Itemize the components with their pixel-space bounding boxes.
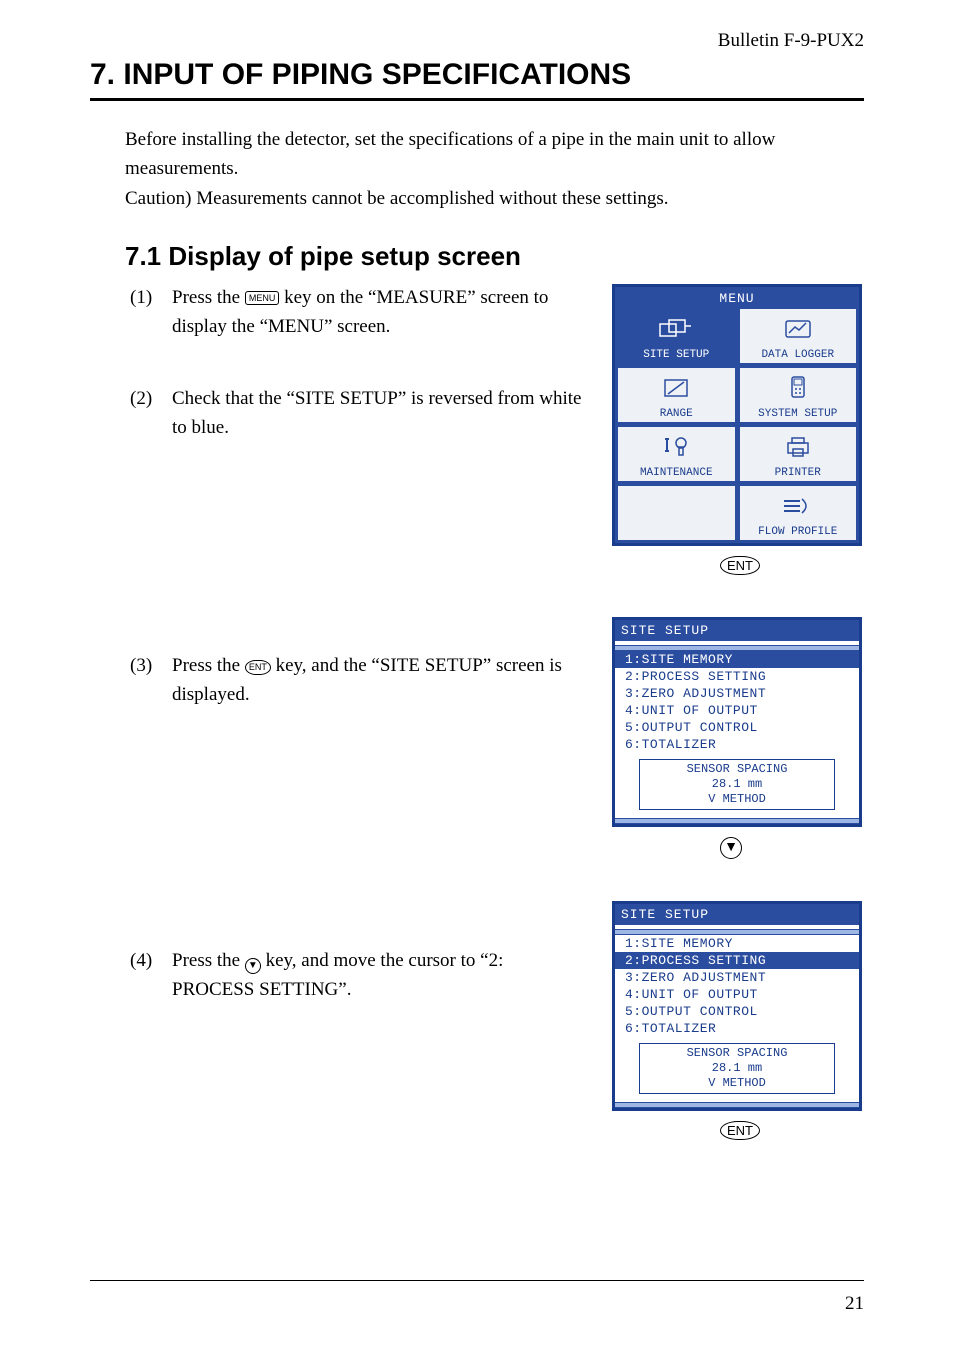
step-1: (1) Press the MENU key on the “MEASURE” … [130,284,586,341]
ent-key-icon: ENT [720,1121,760,1140]
step-body: Press the MENU key on the “MEASURE” scre… [172,284,586,341]
blue-bar [615,818,859,824]
maintenance-icon [618,427,735,467]
site-setup-screen-b: SITE SETUP 1:SITE MEMORY 2:PROCESS SETTI… [612,901,862,1111]
step-4: (4) Press the ▼ key, and move the cursor… [130,947,586,1004]
sensor-spacing-box: SENSOR SPACING 28.1 mm V METHOD [639,1043,835,1094]
flow-profile-icon [740,486,857,526]
menu-item-system-setup[interactable]: SYSTEM SETUP [739,367,858,423]
list-item[interactable]: 5:OUTPUT CONTROL [615,1003,859,1020]
step-body: Press the ENT key, and the “SITE SETUP” … [172,652,586,709]
down-key-icon: ▼ [720,837,742,859]
menu-item-label: PRINTER [775,467,821,479]
list-item[interactable]: 4:UNIT OF OUTPUT [615,986,859,1003]
menu-item-maintenance[interactable]: MAINTENANCE [617,426,736,482]
printer-icon [740,427,857,467]
site-setup-screen-a: SITE SETUP 1:SITE MEMORY 2:PROCESS SETTI… [612,617,862,827]
section-title: 7. INPUT OF PIPING SPECIFICATIONS [90,58,864,101]
menu-item-label: SYSTEM SETUP [758,408,837,420]
site-setup-icon [618,309,735,349]
menu-item-label: SITE SETUP [643,349,709,361]
list-item[interactable]: 4:UNIT OF OUTPUT [615,702,859,719]
site-setup-title: SITE SETUP [615,620,859,641]
intro-line-1: Before installing the detector, set the … [125,125,864,184]
list-item[interactable]: 2:PROCESS SETTING [615,952,859,969]
menu-item-flow-profile[interactable]: FLOW PROFILE [739,485,858,541]
menu-item-label: MAINTENANCE [640,467,713,479]
data-logger-icon [740,309,857,349]
step-4-text-a: Press the [172,950,245,971]
step-num: (2) [130,385,172,442]
list-item[interactable]: 1:SITE MEMORY [615,935,859,952]
menu-screen: MENU SITE SETUP DATA LOGGER [612,284,862,546]
range-icon [618,368,735,408]
spacing-line-3: V METHOD [640,1076,834,1091]
bulletin-id: Bulletin F-9-PUX2 [130,30,864,52]
menu-item-site-setup[interactable]: SITE SETUP [617,308,736,364]
system-setup-icon [740,368,857,408]
screens-column: MENU SITE SETUP DATA LOGGER [610,284,864,1150]
step-num: (4) [130,947,172,1004]
menu-key-inline: MENU [245,291,280,305]
spacing-line-1: SENSOR SPACING [640,1046,834,1061]
step-2: (2) Check that the “SITE SETUP” is rever… [130,385,586,442]
site-setup-list: 1:SITE MEMORY 2:PROCESS SETTING 3:ZERO A… [615,935,859,1037]
step-3-text-a: Press the [172,655,245,676]
spacing-line-1: SENSOR SPACING [640,762,834,777]
step-1-text-a: Press the [172,287,245,308]
step-num: (3) [130,652,172,709]
intro-line-2: Caution) Measurements cannot be accompli… [125,184,864,213]
ent-key-badge: ENT [720,1121,760,1140]
ent-key-icon: ENT [720,556,760,575]
list-item[interactable]: 5:OUTPUT CONTROL [615,719,859,736]
down-key-badge: ▼ [720,837,742,859]
list-item[interactable]: 3:ZERO ADJUSTMENT [615,685,859,702]
site-setup-title: SITE SETUP [615,904,859,925]
step-num: (1) [130,284,172,341]
site-setup-list: 1:SITE MEMORY 2:PROCESS SETTING 3:ZERO A… [615,651,859,753]
footer-rule [90,1280,864,1281]
menu-screen-title: MENU [617,289,857,308]
menu-item-label: DATA LOGGER [761,349,834,361]
menu-item-label: FLOW PROFILE [758,526,837,538]
steps-column: (1) Press the MENU key on the “MEASURE” … [130,284,586,1024]
menu-item-range[interactable]: RANGE [617,367,736,423]
list-item[interactable]: 3:ZERO ADJUSTMENT [615,969,859,986]
menu-grid: SITE SETUP DATA LOGGER RANGE [617,308,857,541]
list-item[interactable]: 6:TOTALIZER [615,1020,859,1037]
list-item[interactable]: 2:PROCESS SETTING [615,668,859,685]
list-item[interactable]: 6:TOTALIZER [615,736,859,753]
menu-item-data-logger[interactable]: DATA LOGGER [739,308,858,364]
step-body: Check that the “SITE SETUP” is reversed … [172,385,586,442]
down-key-inline: ▼ [245,958,261,974]
list-item[interactable]: 1:SITE MEMORY [615,651,859,668]
subsection-title: 7.1 Display of pipe setup screen [125,241,864,272]
blue-bar [615,1102,859,1108]
spacing-line-2: 28.1 mm [640,777,834,792]
menu-item-printer[interactable]: PRINTER [739,426,858,482]
step-body: Press the ▼ key, and move the cursor to … [172,947,586,1004]
sensor-spacing-box: SENSOR SPACING 28.1 mm V METHOD [639,759,835,810]
spacing-line-3: V METHOD [640,792,834,807]
menu-item-label: RANGE [660,408,693,420]
intro-text: Before installing the detector, set the … [125,125,864,213]
ent-key-badge: ENT [720,556,760,575]
page-number: 21 [845,1293,864,1315]
step-3: (3) Press the ENT key, and the “SITE SET… [130,652,586,709]
menu-item-empty [617,485,736,541]
spacing-line-2: 28.1 mm [640,1061,834,1076]
ent-key-inline: ENT [245,660,271,675]
